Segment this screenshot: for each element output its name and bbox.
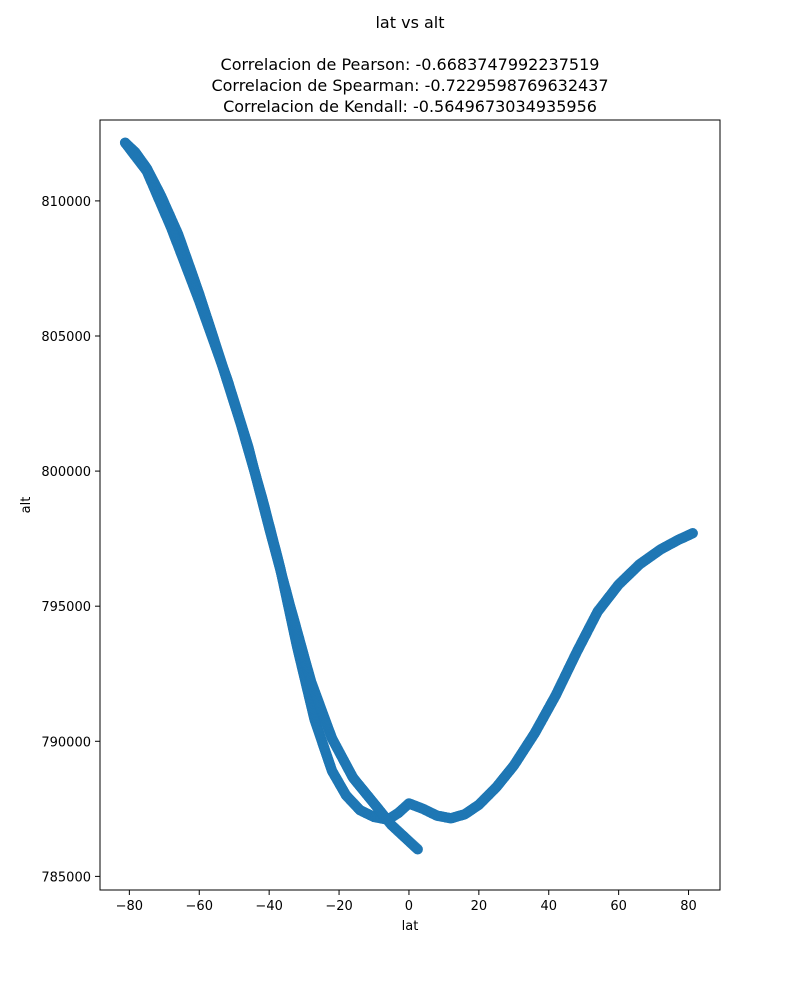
chart-subtitle-spearman: Correlacion de Spearman: -0.722959876963… <box>211 76 608 95</box>
x-tick-label: 80 <box>680 899 697 914</box>
y-tick-label: 800000 <box>41 465 91 480</box>
y-tick-label: 795000 <box>41 600 91 615</box>
x-axis-label: lat <box>402 919 419 934</box>
axes: −80 −60 −40 −20 0 20 40 60 80 785000 790000 795000 8… <box>41 119 721 914</box>
y-tick-label: 790000 <box>41 735 91 750</box>
x-tick-label: 40 <box>540 899 557 914</box>
x-tick-label: 20 <box>471 899 488 914</box>
y-tick-label: 805000 <box>41 330 91 345</box>
chart-subtitle-pearson: Correlacion de Pearson: -0.6683747992237… <box>221 55 600 74</box>
x-tick-label: −40 <box>255 899 282 914</box>
chart-subtitle-kendall: Correlacion de Kendall: -0.5649673034935… <box>223 97 597 116</box>
y-tick-label: 785000 <box>41 870 91 885</box>
x-tick-label: 0 <box>405 899 413 914</box>
scatter-point <box>687 528 698 539</box>
plot-frame <box>99 119 721 891</box>
chart-title: lat vs alt <box>375 13 444 32</box>
x-tick-label: 60 <box>610 899 627 914</box>
x-tick-label: −60 <box>186 899 213 914</box>
y-axis-label: alt <box>19 497 34 514</box>
x-tick-label: −20 <box>325 899 352 914</box>
y-tick-label: 810000 <box>41 195 91 210</box>
scatter-point <box>412 844 423 855</box>
scatter-points <box>119 137 698 855</box>
x-tick-label: −80 <box>116 899 143 914</box>
